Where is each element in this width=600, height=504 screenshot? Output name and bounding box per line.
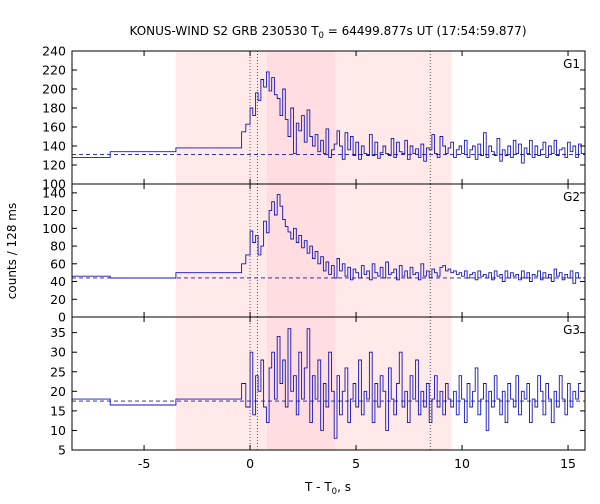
y-tick-label-g3: 20 — [50, 384, 66, 399]
y-tick-label-g1: 140 — [42, 139, 66, 154]
x-tick-label: 0 — [246, 456, 254, 471]
x-tick-label: -5 — [138, 456, 150, 471]
panel-frame-g3 — [71, 316, 586, 451]
y-tick-label-g3: 10 — [50, 423, 66, 438]
light-curve-g3 — [72, 328, 582, 439]
y-tick-label-g2: 40 — [50, 274, 66, 289]
y-tick-label-g1: 100 — [42, 177, 66, 192]
panel-label-g1: G1 — [563, 57, 580, 71]
y-tick-label-g2: 0 — [58, 310, 66, 325]
light-curve-g1 — [72, 71, 585, 164]
y-tick-label-g3: 15 — [50, 403, 66, 418]
y-tick-label-g3: 35 — [50, 325, 66, 340]
shaded-intervals — [175, 51, 452, 450]
x-tick-label: 10 — [454, 456, 470, 471]
y-axis-label: counts / 128 ms — [5, 203, 19, 299]
y-tick-label-g3: 30 — [50, 345, 66, 360]
y-tick-label-g2: 100 — [42, 221, 66, 236]
panel-label-g3: G3 — [563, 323, 580, 337]
light-curves — [72, 51, 585, 450]
panel-label-g2: G2 — [563, 190, 580, 204]
y-tick-label-g2: 80 — [50, 239, 66, 254]
y-tick-label-g1: 200 — [42, 82, 66, 97]
axes: 100120140160180200220240G102040608010012… — [42, 44, 586, 471]
y-tick-label-g1: 180 — [42, 101, 66, 116]
y-tick-label-g1: 120 — [42, 158, 66, 173]
x-tick-label: 15 — [560, 456, 576, 471]
x-tick-label: 5 — [352, 456, 360, 471]
x-axis-label: T - T0, s — [304, 480, 351, 497]
y-tick-label-g1: 240 — [42, 44, 66, 59]
y-tick-label-g1: 220 — [42, 63, 66, 78]
y-tick-label-g2: 140 — [42, 185, 66, 200]
y-tick-label-g3: 25 — [50, 364, 66, 379]
y-tick-label-g1: 160 — [42, 120, 66, 135]
chart-title: KONUS-WIND S2 GRB 230530 T0 = 64499.877s… — [130, 24, 527, 41]
y-tick-label-g3: 5 — [58, 443, 66, 458]
y-tick-label-g2: 60 — [50, 256, 66, 271]
y-tick-label-g2: 20 — [50, 292, 66, 307]
y-tick-label-g2: 120 — [42, 203, 66, 218]
